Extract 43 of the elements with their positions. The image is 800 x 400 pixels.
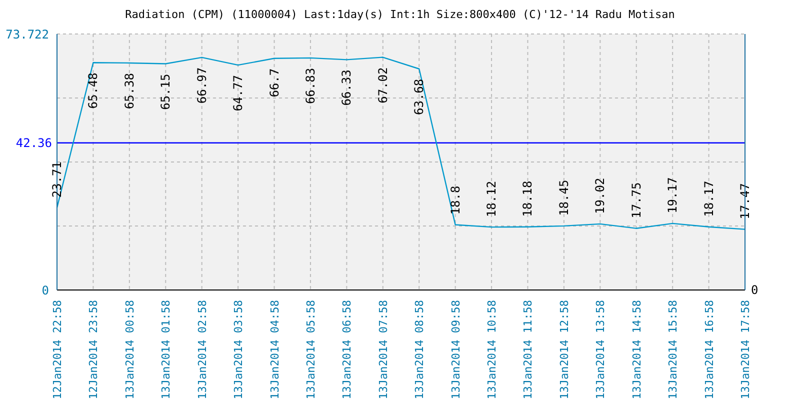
data-label: 18.12 — [484, 180, 499, 218]
x-tick-label: 13Jan2014 00:58 — [123, 300, 136, 400]
x-tick-label: 13Jan2014 06:58 — [340, 300, 354, 400]
data-label: 64.77 — [231, 75, 246, 112]
x-tick-label: 13Jan2014 17:58 — [739, 300, 752, 400]
data-label: 19.02 — [593, 178, 608, 214]
data-label: 63.68 — [412, 78, 426, 115]
data-label: 18.8 — [448, 186, 462, 215]
x-tick-label: 13Jan2014 15:58 — [666, 300, 680, 400]
data-label: 66.7 — [267, 68, 282, 98]
data-label: 18.45 — [556, 180, 571, 216]
x-tick-label: 13Jan2014 16:58 — [702, 300, 716, 400]
x-tick-label: 13Jan2014 02:58 — [196, 300, 209, 400]
x-tick-label: 13Jan2014 12:58 — [558, 300, 571, 400]
x-tick-label: 12Jan2014 22:58 — [51, 300, 64, 400]
ref-line-label: 42.36 — [16, 136, 52, 150]
data-label: 23.71 — [50, 162, 64, 198]
text: 0 — [751, 283, 758, 297]
x-tick-label: 13Jan2014 13:58 — [594, 300, 608, 400]
x-tick-label: 13Jan2014 01:58 — [160, 300, 173, 400]
x-tick-label: 13Jan2014 03:58 — [232, 300, 246, 400]
x-tick-label: 13Jan2014 11:58 — [522, 300, 535, 400]
data-label: 18.17 — [702, 180, 716, 217]
x-tick-label: 13Jan2014 04:58 — [268, 300, 282, 400]
data-label: 66.83 — [303, 68, 318, 104]
x-tick-label: 13Jan2014 07:58 — [376, 300, 390, 400]
chart-title: Radiation (CPM) (11000004) Last:1day(s) Int:1h Size:800x400 (C)'12-'14 Radu Motisan — [124, 8, 676, 21]
data-label: 66.97 — [194, 67, 209, 104]
x-tick-label: 13Jan2014 08:58 — [413, 300, 426, 400]
data-label: 17.75 — [629, 182, 644, 218]
x-tick-label: 13Jan2014 09:58 — [449, 300, 462, 400]
x-tick-label: 12Jan2014 23:58 — [87, 300, 100, 400]
data-label: 65.48 — [86, 72, 100, 109]
x-tick-label: 13Jan2014 10:58 — [486, 300, 499, 400]
data-label: 66.33 — [340, 70, 354, 106]
data-label: 65.38 — [122, 72, 136, 110]
x-tick-label: 13Jan2014 05:58 — [304, 300, 318, 400]
data-label: 18.18 — [520, 180, 535, 217]
y-tick-label: 73.722 — [6, 27, 49, 42]
x-tick-label: 13Jan2014 14:58 — [630, 300, 644, 400]
data-label: 67.02 — [376, 67, 390, 104]
data-label: 19.17 — [666, 177, 680, 214]
data-label: 65.15 — [158, 74, 173, 110]
